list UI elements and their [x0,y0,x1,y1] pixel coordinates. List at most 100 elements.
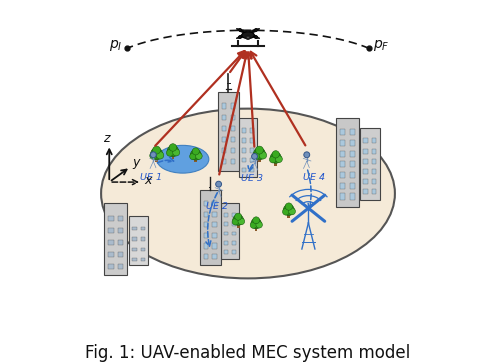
Circle shape [247,36,249,39]
Bar [350,193,355,199]
Bar [364,179,368,184]
Text: $y$: $y$ [132,157,142,171]
Circle shape [233,215,244,225]
Bar [132,248,137,251]
Bar [340,193,345,199]
Circle shape [283,208,289,215]
Bar [232,250,236,254]
Bar [212,211,217,217]
Bar [224,213,228,217]
Text: $p_F$: $p_F$ [372,38,389,53]
Text: $x$: $x$ [143,174,153,187]
Bar [200,190,221,265]
Bar [109,264,114,269]
Bar [231,159,235,165]
Bar [242,158,246,162]
Bar [231,137,235,142]
Circle shape [169,144,177,151]
Bar [172,153,174,159]
Bar [364,189,368,194]
Circle shape [252,152,260,159]
Bar [255,226,257,231]
Bar [336,118,359,206]
Bar [274,160,277,166]
Bar [118,240,123,245]
Bar [204,254,208,259]
Circle shape [254,28,257,31]
Bar [364,159,368,164]
Circle shape [192,148,199,155]
Bar [132,237,137,241]
Bar [232,232,236,236]
Circle shape [239,28,242,31]
Circle shape [256,222,262,228]
Circle shape [238,218,245,225]
Bar [364,149,368,154]
Bar [212,201,217,206]
Bar [224,232,228,236]
Bar [242,128,246,132]
Bar [237,222,240,228]
Bar [350,140,355,146]
Bar [350,129,355,135]
Circle shape [259,151,267,159]
Circle shape [167,149,174,156]
Bar [231,103,235,109]
Bar [109,240,114,245]
Bar [224,241,228,245]
Ellipse shape [101,108,395,278]
Bar [231,148,235,153]
Text: UE 4: UE 4 [304,173,325,182]
Bar [232,213,236,217]
Bar [350,151,355,157]
Bar [140,258,145,261]
Bar [372,149,376,154]
Bar [250,128,254,132]
Bar [204,222,208,228]
Bar [212,222,217,228]
Bar [118,228,123,233]
Circle shape [216,181,222,187]
Bar [372,189,376,194]
Bar [218,92,239,171]
Bar [222,103,226,109]
Bar [340,151,345,157]
Bar [372,179,376,184]
Bar [204,233,208,238]
Bar [372,159,376,164]
Circle shape [304,152,310,158]
Circle shape [195,153,202,159]
Bar [350,172,355,178]
Bar [360,128,379,200]
Bar [372,138,376,143]
Text: $p_I$: $p_I$ [109,38,122,53]
Bar [222,126,226,131]
Bar [221,203,239,259]
Bar [340,140,345,146]
Circle shape [251,154,257,159]
Circle shape [246,35,250,40]
Bar [109,215,114,221]
Bar [222,137,226,142]
Bar [224,250,228,254]
Bar [109,228,114,233]
Circle shape [150,152,156,158]
Bar [364,138,368,143]
Ellipse shape [242,32,254,39]
Bar [231,126,235,131]
Bar [250,169,254,173]
Circle shape [283,205,294,215]
Circle shape [253,217,259,224]
Bar [222,159,226,165]
Bar [204,201,208,206]
Bar [250,138,254,143]
Circle shape [189,153,196,160]
Circle shape [151,148,163,160]
Bar [132,227,137,230]
Bar [350,183,355,189]
Bar [231,115,235,120]
Bar [242,138,246,143]
Ellipse shape [252,36,259,39]
Bar [340,183,345,189]
Ellipse shape [252,28,259,31]
